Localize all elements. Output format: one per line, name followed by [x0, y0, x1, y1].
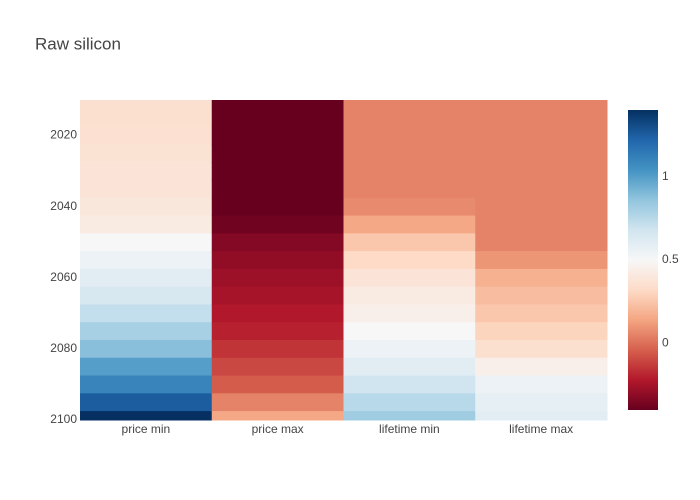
- heatmap-cell: [211, 322, 344, 341]
- heatmap-cell: [475, 357, 608, 377]
- heatmap-cell: [475, 108, 608, 128]
- heatmap-cell: [475, 100, 608, 110]
- heatmap-cell: [211, 100, 344, 110]
- heatmap-cell: [343, 268, 476, 288]
- heatmap-cell: [343, 304, 476, 323]
- heatmap-cell: [343, 144, 476, 163]
- colorbar-tick-label: 0.5: [662, 252, 679, 266]
- heatmap-cell: [475, 180, 608, 199]
- heatmap-cell: [80, 357, 213, 377]
- heatmap-cell: [80, 411, 213, 421]
- heatmap-cell: [211, 162, 344, 181]
- heatmap-cell: [343, 126, 476, 145]
- heatmap-cell: [80, 197, 213, 217]
- colorbar-tick-label: 1: [662, 169, 669, 183]
- heatmap-cell: [343, 108, 476, 128]
- heatmap-cell: [343, 100, 476, 110]
- heatmap-cell: [211, 268, 344, 288]
- heatmap-cell: [343, 251, 476, 270]
- x-tick-label: lifetime max: [509, 422, 573, 436]
- heatmap-cell: [80, 286, 213, 305]
- heatmap-cell: [80, 268, 213, 288]
- heatmap-cell: [211, 411, 344, 421]
- heatmap-cell: [80, 304, 213, 323]
- x-tick-label: price max: [252, 422, 304, 436]
- heatmap-cell: [80, 144, 213, 163]
- heatmap-cell: [475, 162, 608, 181]
- heatmap-cell: [211, 215, 344, 234]
- heatmap-cell: [343, 357, 476, 377]
- heatmap-cell: [80, 100, 213, 110]
- heatmap-cell: [475, 197, 608, 217]
- heatmap-cell: [475, 286, 608, 305]
- heatmap-cell: [211, 108, 344, 128]
- heatmap-cell: [475, 268, 608, 288]
- heatmap-cell: [475, 304, 608, 323]
- heatmap-cell: [80, 162, 213, 181]
- heatmap-cell: [211, 304, 344, 323]
- heatmap-cell: [475, 393, 608, 412]
- heatmap-cell: [475, 322, 608, 341]
- heatmap-cell: [211, 197, 344, 217]
- heatmap-cell: [343, 411, 476, 421]
- heatmap-cell: [80, 108, 213, 128]
- heatmap-cell: [80, 322, 213, 341]
- y-tick-label: 2060: [50, 270, 77, 284]
- heatmap-cell: [211, 144, 344, 163]
- x-tick-label: price min: [122, 422, 171, 436]
- heatmap-cell: [211, 251, 344, 270]
- heatmap-cell: [211, 233, 344, 252]
- heatmap-cell: [211, 286, 344, 305]
- y-tick-label: 2020: [50, 128, 77, 142]
- heatmap-cell: [211, 393, 344, 412]
- heatmap-cell: [343, 340, 476, 359]
- heatmap-cell: [343, 162, 476, 181]
- heatmap-cell: [80, 215, 213, 234]
- heatmap-cell: [211, 180, 344, 199]
- heatmap-cell: [343, 233, 476, 252]
- heatmap-cell: [80, 233, 213, 252]
- heatmap-cell: [475, 251, 608, 270]
- y-tick-label: 2100: [50, 412, 77, 426]
- y-tick-label: 2040: [50, 199, 77, 213]
- y-tick-label: 2080: [50, 341, 77, 355]
- heatmap-cell: [343, 322, 476, 341]
- heatmap-cell: [80, 340, 213, 359]
- heatmap-cell: [80, 126, 213, 145]
- heatmap-cell: [343, 286, 476, 305]
- colorbar-tick-label: 0: [662, 336, 669, 350]
- heatmap-cell: [475, 144, 608, 163]
- heatmap-cell: [80, 251, 213, 270]
- heatmap-cell: [211, 375, 344, 394]
- heatmap-cell: [343, 180, 476, 199]
- heatmap-cell: [343, 393, 476, 412]
- heatmap-cell: [80, 375, 213, 394]
- heatmap-cell: [475, 215, 608, 234]
- x-tick-label: lifetime min: [379, 422, 440, 436]
- chart-title: Raw silicon: [35, 34, 121, 53]
- heatmap-cell: [475, 126, 608, 145]
- heatmap-cell: [211, 340, 344, 359]
- heatmap-cell: [475, 411, 608, 421]
- heatmap-cell: [211, 357, 344, 377]
- colorbar: [628, 110, 658, 410]
- heatmap-cell: [475, 233, 608, 252]
- heatmap-cell: [475, 375, 608, 394]
- heatmap-cell: [80, 180, 213, 199]
- heatmap-cell: [343, 197, 476, 217]
- heatmap-cell: [343, 375, 476, 394]
- heatmap-cell: [211, 126, 344, 145]
- heatmap-cell: [475, 340, 608, 359]
- heatmap-cell: [343, 215, 476, 234]
- heatmap-cell: [80, 393, 213, 412]
